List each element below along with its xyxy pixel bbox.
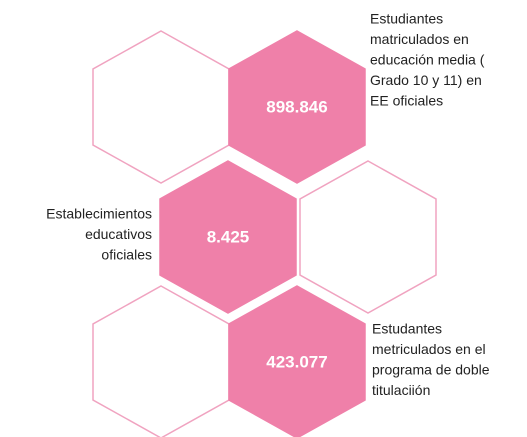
label-line: Estudantes	[372, 321, 442, 337]
label-line: programa de doble	[372, 362, 490, 378]
hexagon-filled	[159, 160, 297, 314]
label-line: EE oficiales	[370, 93, 443, 109]
hexagon-filled	[228, 285, 366, 437]
label-line: Establecimientos	[46, 206, 152, 222]
label-line: oficiales	[101, 247, 152, 263]
label-line: matriculados en	[370, 31, 469, 47]
hexagon-outline	[92, 30, 230, 184]
hexagon-outline	[92, 285, 230, 437]
value: 898.846	[266, 97, 327, 116]
label-line: educación media (	[370, 52, 485, 68]
label-line: educativos	[85, 226, 152, 242]
label-line: metriculados en el	[372, 341, 486, 357]
value: 423.077	[266, 352, 327, 371]
hexagon-outline	[299, 160, 437, 314]
value: 8.425	[207, 227, 250, 246]
label-line: Grado 10 y 11) en	[370, 72, 482, 88]
label-line: Estudiantes	[370, 11, 443, 27]
label-line: titulaciión	[372, 382, 430, 398]
hexagon-filled	[228, 30, 366, 184]
